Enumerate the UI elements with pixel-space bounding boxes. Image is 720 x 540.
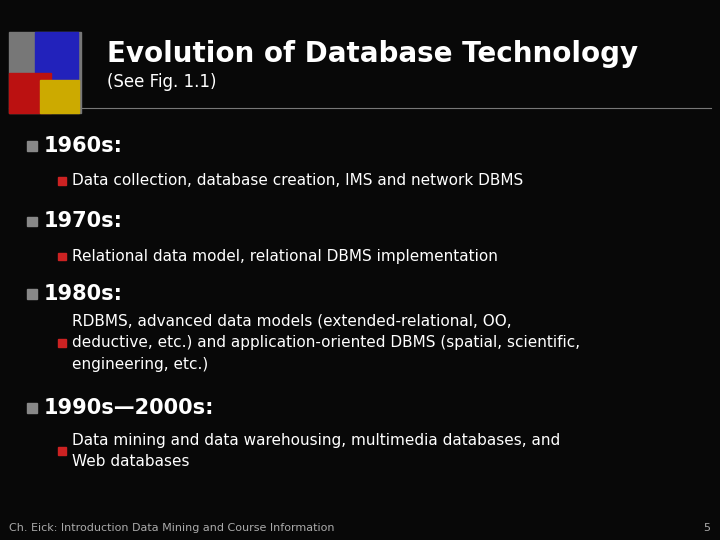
Text: Evolution of Database Technology: Evolution of Database Technology — [107, 40, 638, 68]
Bar — [58, 339, 66, 347]
Text: Relational data model, relational DBMS implementation: Relational data model, relational DBMS i… — [72, 249, 498, 264]
Bar — [58, 253, 66, 260]
Text: (See Fig. 1.1): (See Fig. 1.1) — [107, 73, 216, 91]
Bar — [27, 289, 37, 299]
Bar — [27, 141, 37, 151]
Bar — [27, 403, 37, 413]
Bar — [40, 80, 79, 113]
Bar — [58, 177, 66, 185]
Text: Ch. Eick: Introduction Data Mining and Course Information: Ch. Eick: Introduction Data Mining and C… — [9, 523, 335, 533]
Text: 1990s—2000s:: 1990s—2000s: — [43, 397, 214, 418]
Bar — [9, 32, 81, 113]
Bar — [27, 217, 37, 226]
Text: RDBMS, advanced data models (extended-relational, OO,
deductive, etc.) and appli: RDBMS, advanced data models (extended-re… — [72, 314, 580, 372]
Bar — [9, 73, 51, 113]
Text: 1970s:: 1970s: — [43, 211, 122, 232]
Text: 1980s:: 1980s: — [43, 284, 122, 305]
Text: Data collection, database creation, IMS and network DBMS: Data collection, database creation, IMS … — [72, 173, 523, 188]
Text: 5: 5 — [703, 523, 711, 533]
Bar — [58, 447, 66, 455]
Text: 1960s:: 1960s: — [43, 136, 122, 156]
Bar — [35, 32, 78, 84]
Text: Data mining and data warehousing, multimedia databases, and
Web databases: Data mining and data warehousing, multim… — [72, 433, 560, 469]
